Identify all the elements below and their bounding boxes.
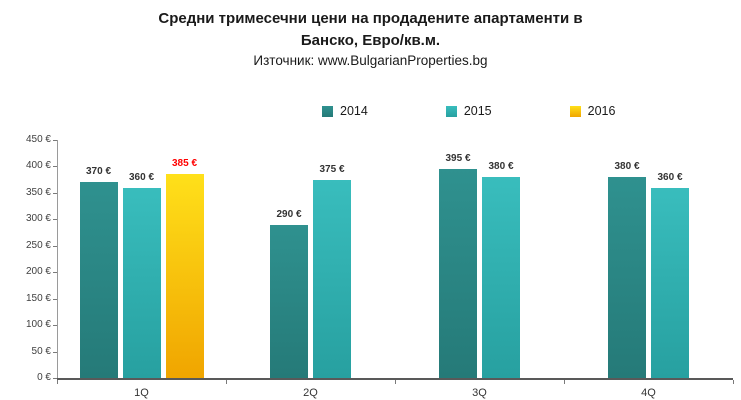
- bar-2015-1Q: [122, 187, 161, 378]
- x-axis-tick: [733, 380, 734, 384]
- x-axis-tick: [564, 380, 565, 384]
- y-axis-label: 450 €: [25, 134, 51, 145]
- x-axis-tick: [57, 380, 58, 384]
- y-axis-label: 400 €: [25, 160, 51, 172]
- chart-title-line1: Средни тримесечни цени на продадените ап…: [158, 10, 583, 27]
- legend-marker-2016-icon: [569, 105, 581, 117]
- bar-value-label-2014-3Q: 395 €: [445, 153, 471, 165]
- bar-value-label-2015-2Q: 375 €: [319, 163, 345, 175]
- y-axis-label: 0 €: [37, 372, 51, 383]
- y-axis-label: 250 €: [25, 239, 51, 251]
- legend-item-2014: 2014: [322, 104, 368, 118]
- bar-2014-2Q: [270, 224, 308, 378]
- bar-2014-4Q: [608, 177, 646, 378]
- legend-label: 2014: [340, 104, 368, 118]
- y-axis-tick: [53, 351, 57, 353]
- y-axis-tick: [53, 192, 57, 194]
- x-axis-label-3Q: 3Q: [472, 387, 487, 399]
- y-axis-label: 200 €: [25, 266, 51, 278]
- x-axis-tick: [395, 380, 396, 384]
- bar-2015-4Q: [651, 187, 689, 378]
- y-axis-tick: [53, 219, 57, 221]
- chart-title-line2: Банско, Евро/кв.м.: [300, 32, 441, 49]
- legend-item-2015: 2015: [445, 104, 492, 118]
- bar-2014-3Q: [439, 169, 477, 378]
- chart-source: Източник: www.BulgarianProperties.bg: [253, 53, 488, 68]
- bar-value-label-2014-4Q: 380 €: [614, 161, 640, 173]
- bar-value-label-2015-1Q: 360 €: [128, 171, 155, 183]
- x-axis-label-2Q: 2Q: [303, 387, 318, 399]
- legend-item-2016: 2016: [569, 104, 616, 118]
- legend-label: 2015: [463, 104, 492, 118]
- bar-value-label-2016-1Q: 385 €: [171, 158, 198, 170]
- y-axis-tick: [53, 245, 57, 247]
- y-axis-tick: [53, 272, 57, 274]
- x-axis-label-4Q: 4Q: [641, 387, 656, 399]
- y-axis-line: [57, 140, 58, 378]
- y-axis-label: 150 €: [25, 292, 51, 304]
- y-axis-label: 100 €: [25, 319, 51, 331]
- bar-2015-3Q: [482, 177, 520, 378]
- x-axis-tick: [226, 380, 227, 384]
- bar-value-label-2014-1Q: 370 €: [85, 166, 112, 178]
- x-axis-line: [57, 378, 733, 380]
- y-axis-label: 300 €: [25, 213, 51, 225]
- y-axis-tick: [53, 325, 57, 327]
- x-axis-label-1Q: 1Q: [134, 387, 149, 399]
- legend-marker-2014-icon: [322, 105, 333, 117]
- y-axis-tick: [53, 378, 57, 379]
- y-axis-tick: [53, 166, 57, 168]
- legend-label: 2016: [587, 104, 616, 118]
- bar-value-label-2015-3Q: 380 €: [488, 161, 514, 173]
- chart-title: Средни тримесечни цени на продадените ап…: [0, 8, 741, 52]
- y-axis-tick: [53, 140, 57, 141]
- y-axis-label: 50 €: [31, 345, 51, 357]
- bar-2016-1Q: [165, 174, 204, 378]
- legend-marker-2015-icon: [445, 105, 457, 117]
- bar-2014-1Q: [79, 182, 118, 378]
- y-axis-label: 350 €: [25, 186, 51, 198]
- bar-value-label-2015-4Q: 360 €: [657, 171, 683, 183]
- bar-value-label-2014-2Q: 290 €: [276, 208, 302, 220]
- y-axis-tick: [53, 298, 57, 300]
- bar-2015-2Q: [313, 179, 351, 378]
- legend: 2014 2015 2016: [322, 104, 615, 118]
